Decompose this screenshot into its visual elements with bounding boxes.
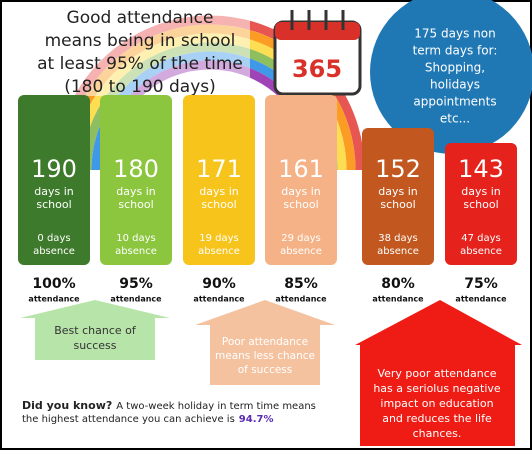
infographic: 365 Good attendance means being in school…	[0, 0, 532, 450]
days-number: 161	[278, 155, 324, 183]
absence-label: 29 days	[281, 233, 321, 244]
note-line: term days for:	[413, 44, 498, 58]
callout-line: chances.	[413, 427, 462, 440]
absence-label: 38 days	[378, 233, 418, 244]
days-label: days in	[461, 185, 501, 198]
title-line: (180 to 190 days)	[64, 77, 216, 97]
absence-label: 47 days	[461, 233, 501, 244]
title-line: Good attendance	[67, 8, 214, 28]
days-number: 152	[375, 155, 421, 183]
percent-label: attendance	[110, 295, 162, 304]
absence-label: absence	[280, 246, 322, 257]
callout-line: of success	[238, 364, 293, 376]
calendar-icon: 365	[275, 10, 360, 94]
percent: 80%	[381, 276, 415, 292]
percent: 75%	[464, 276, 498, 292]
percent-label: attendance	[193, 295, 245, 304]
absence-label: absence	[115, 246, 157, 257]
absence-label: absence	[460, 246, 502, 257]
callout-line: impact on education	[380, 397, 493, 410]
percent-label: attendance	[455, 295, 507, 304]
callout-line: Poor attendance	[222, 336, 308, 348]
days-label: school	[118, 198, 153, 211]
percent: 90%	[202, 276, 236, 292]
days-label: school	[283, 198, 318, 211]
days-label: days in	[378, 185, 418, 198]
absence-label: absence	[33, 246, 75, 257]
callout-line: Very poor attendance	[377, 367, 496, 380]
footer-lead: Did you know?	[22, 399, 112, 412]
callout-line: Best chance of	[54, 324, 137, 337]
footer-text: A two-week holiday in term time means	[116, 401, 316, 412]
days-number: 171	[196, 155, 242, 183]
title-line: means being in school	[45, 31, 236, 51]
callout-line: and reduces the life	[382, 412, 492, 425]
note-line: appointments	[413, 95, 496, 109]
percent: 95%	[119, 276, 153, 292]
footer-highlight: 94.7%	[239, 414, 274, 425]
percent: 100%	[32, 276, 75, 292]
title-line: at least 95% of the time	[37, 54, 243, 74]
note-line: Shopping,	[425, 61, 485, 75]
percent-label: attendance	[275, 295, 327, 304]
days-label: days in	[34, 185, 74, 198]
days-label: days in	[116, 185, 156, 198]
callout-line: has a seriolus negative	[373, 382, 501, 395]
absence-label: 10 days	[116, 233, 156, 244]
days-label: school	[463, 198, 498, 211]
absence-label: 0 days	[37, 233, 70, 244]
days-number: 180	[113, 155, 159, 183]
percent-label: attendance	[372, 295, 424, 304]
days-label: days in	[199, 185, 239, 198]
percent: 85%	[284, 276, 318, 292]
days-label: school	[380, 198, 415, 211]
note-line: holidays	[430, 78, 480, 92]
days-number: 190	[31, 155, 77, 183]
note-line: 175 days non	[414, 27, 495, 41]
note-line: etc...	[440, 112, 470, 126]
days-label: school	[201, 198, 236, 211]
days-label: school	[36, 198, 71, 211]
callout-line: means less chance	[215, 350, 315, 362]
absence-label: absence	[198, 246, 240, 257]
days-number: 143	[458, 155, 504, 183]
percent-label: attendance	[28, 295, 80, 304]
footer-text: the highest attendance you can achieve i…	[22, 414, 235, 425]
absence-label: absence	[377, 246, 419, 257]
absence-label: 19 days	[199, 233, 239, 244]
days-label: days in	[281, 185, 321, 198]
callout-line: success	[73, 339, 116, 352]
calendar-label: 365	[292, 55, 342, 83]
footer-line: Did you know? A two-week holiday in term …	[22, 399, 316, 412]
